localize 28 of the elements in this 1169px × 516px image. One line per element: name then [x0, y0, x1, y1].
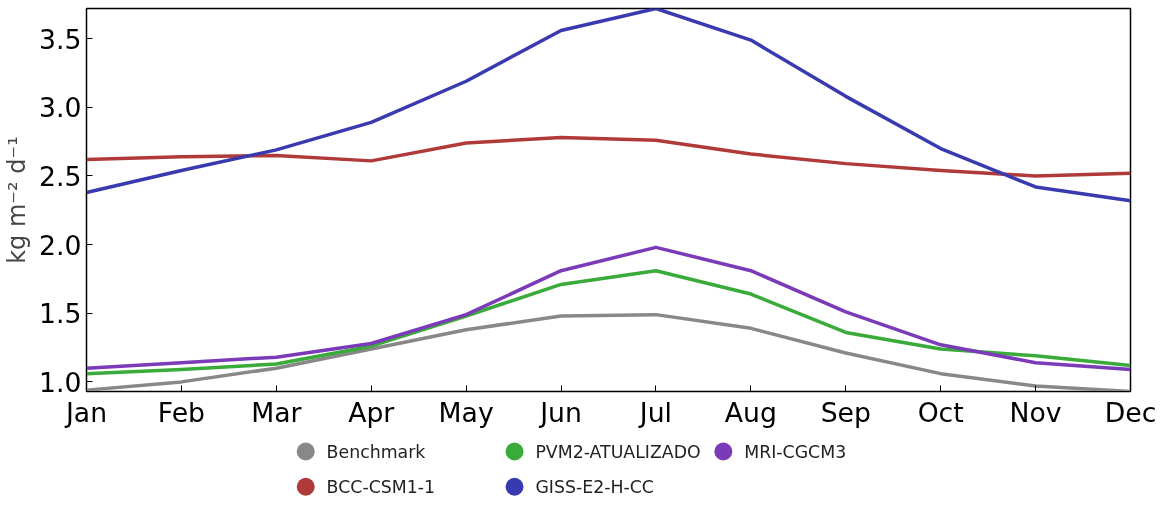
x-tick-label: Feb: [157, 396, 206, 428]
x-tick-label: Apr: [348, 396, 395, 428]
y-tick-label: 2.5: [39, 160, 82, 192]
y-tick-label: 3.0: [39, 92, 82, 124]
line-series: [86, 8, 1131, 203]
x-tick-label: Jun: [538, 396, 582, 428]
y-tick-label: 2.0: [39, 229, 82, 261]
y-axis-title: kg m⁻² d⁻¹: [3, 136, 32, 264]
y-tick-label: 3.5: [39, 23, 82, 55]
x-tick-label: Oct: [917, 396, 964, 428]
line-series: [86, 135, 1131, 178]
x-tick-label: Dec: [1104, 396, 1157, 428]
y-tick-label: 1.0: [39, 366, 82, 398]
legend-label: PVM2-ATUALIZADO: [535, 441, 701, 462]
line-series: [86, 268, 1131, 376]
legend-label: BCC-CSM1-1: [326, 476, 436, 497]
x-tick-label: Mar: [251, 396, 302, 428]
legend-label: GISS-E2-H-CC: [535, 476, 654, 497]
legend-label: Benchmark: [326, 441, 426, 462]
line-series: [86, 245, 1131, 372]
y-tick-label: 1.5: [39, 298, 82, 330]
x-tick-label: May: [438, 396, 494, 428]
x-tick-label: Jul: [637, 396, 673, 428]
x-tick-label: Aug: [724, 396, 777, 428]
x-tick-label: Nov: [1009, 396, 1062, 428]
x-tick-label: Jan: [63, 396, 108, 428]
x-tick-label: Sep: [820, 396, 871, 428]
legend-label: MRI-CGCM3: [744, 441, 847, 462]
